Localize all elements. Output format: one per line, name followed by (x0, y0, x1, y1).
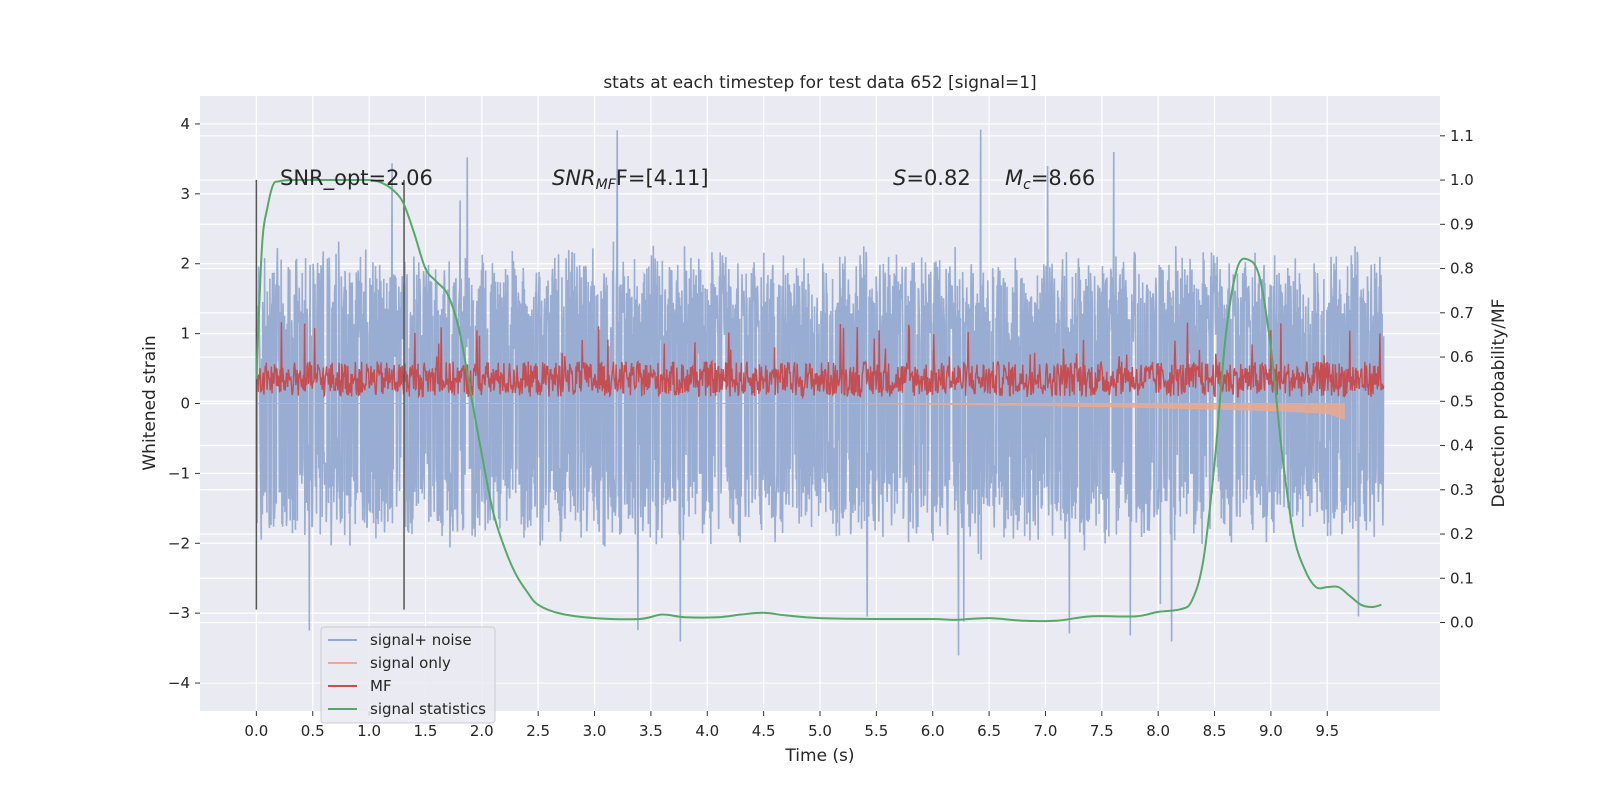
x-tick-label: 0.5 (301, 722, 325, 740)
x-tick-label: 7.0 (1034, 722, 1058, 740)
annotation-mc-name: M (1005, 166, 1023, 190)
vertical-markers (255, 179, 405, 610)
y-left-tick-label: −3 (168, 604, 190, 622)
signal-statistics-line (255, 178, 1382, 623)
series-signal-only (256, 403, 1345, 420)
x-axis-ticks: 0.0 0.5 1.0 1.5 2.0 2.5 3.0 3.5 4.0 4.5 5.0 5.5 6.0 6… (244, 711, 1339, 740)
y-left-axis-label: Whitened strain (140, 335, 160, 470)
y-right-tick-label: 0.7 (1450, 304, 1474, 322)
legend: signal+ noise signal only MF signal stat… (320, 626, 496, 724)
x-tick-label: 4.5 (752, 722, 776, 740)
x-tick-label: 9.5 (1315, 722, 1339, 740)
annotation-mc-value: =8.66 (1031, 166, 1095, 190)
y-left-tick-label: −4 (168, 674, 190, 692)
y-left-tick-label: 4 (180, 115, 190, 133)
y-right-tick-label: 0.2 (1450, 525, 1474, 543)
y-left-axis-ticks: 4 3 2 1 0 −1 −2 −3 −4 (168, 115, 200, 692)
series-signal-statistics (255, 178, 1382, 623)
x-tick-label: 3.0 (583, 722, 607, 740)
y-left-tick-label: −1 (168, 464, 190, 482)
annotation-snr-mf: SNRMFF=[4.11] (552, 166, 709, 193)
legend-box (320, 626, 496, 724)
y-right-tick-label: 0.0 (1450, 614, 1474, 632)
y-right-tick-label: 0.9 (1450, 215, 1474, 233)
y-right-axis-ticks: 1.1 1.0 0.9 0.8 0.7 0.6 0.5 0.4 0.3 0.2 0.1 0.0 (1440, 127, 1474, 632)
legend-label-mf: MF (370, 677, 392, 695)
y-right-tick-label: 0.5 (1450, 392, 1474, 410)
signal-noise-line (255, 129, 1385, 656)
x-tick-label: 0.0 (244, 722, 268, 740)
y-right-axis-label: Detection probability/MF (1489, 299, 1509, 508)
annotation-mc: Mc=8.66 (1005, 166, 1095, 193)
legend-label-signal-only: signal only (370, 654, 451, 672)
y-right-tick-label: 0.3 (1450, 481, 1474, 499)
x-tick-label: 5.5 (864, 722, 888, 740)
y-left-tick-label: 2 (180, 255, 190, 273)
x-tick-label: 1.5 (414, 722, 438, 740)
y-right-tick-label: 0.6 (1450, 348, 1474, 366)
mf-line (255, 322, 1385, 400)
annotation-snr-mf-name: SNR (552, 166, 596, 190)
annotation-s-name: S (893, 166, 906, 190)
x-tick-label: 2.5 (526, 722, 550, 740)
x-tick-label: 8.0 (1146, 722, 1170, 740)
x-tick-label: 4.0 (695, 722, 719, 740)
x-tick-label: 5.0 (808, 722, 832, 740)
annotation-s-value: =0.82 (906, 166, 970, 190)
x-axis-label: Time (s) (784, 746, 854, 766)
y-right-tick-label: 1.0 (1450, 171, 1474, 189)
x-tick-label: 6.5 (977, 722, 1001, 740)
x-tick-label: 7.5 (1090, 722, 1114, 740)
y-left-tick-label: 0 (180, 395, 190, 413)
y-left-tick-label: 1 (180, 325, 190, 343)
chart-title: stats at each timestep for test data 652… (603, 73, 1036, 93)
signal-only-band (256, 403, 1345, 420)
x-tick-label: 9.0 (1259, 722, 1283, 740)
x-tick-label: 3.5 (639, 722, 663, 740)
x-tick-label: 6.0 (921, 722, 945, 740)
annotation-snr-mf-sub: MF (596, 177, 617, 193)
y-right-tick-label: 0.8 (1450, 260, 1474, 278)
y-right-tick-label: 0.4 (1450, 437, 1474, 455)
annotation-s: S=0.82 (893, 166, 971, 190)
x-tick-label: 2.0 (470, 722, 494, 740)
series-mf (255, 322, 1385, 400)
annotation-snr-mf-value: F=[4.11] (616, 166, 709, 190)
y-left-tick-label: 3 (180, 185, 190, 203)
x-tick-label: 8.5 (1203, 722, 1227, 740)
legend-label-signal-noise: signal+ noise (370, 631, 472, 649)
x-tick-label: 1.0 (357, 722, 381, 740)
series-signal-noise (255, 129, 1385, 656)
annotation-snr-opt: SNR_opt=2.06 (280, 166, 433, 191)
legend-label-signal-statistics: signal statistics (370, 700, 486, 718)
y-left-tick-label: −2 (168, 534, 190, 552)
annotation-mc-sub: c (1023, 177, 1031, 193)
y-right-tick-label: 0.1 (1450, 569, 1474, 587)
y-right-tick-label: 1.1 (1450, 127, 1474, 145)
